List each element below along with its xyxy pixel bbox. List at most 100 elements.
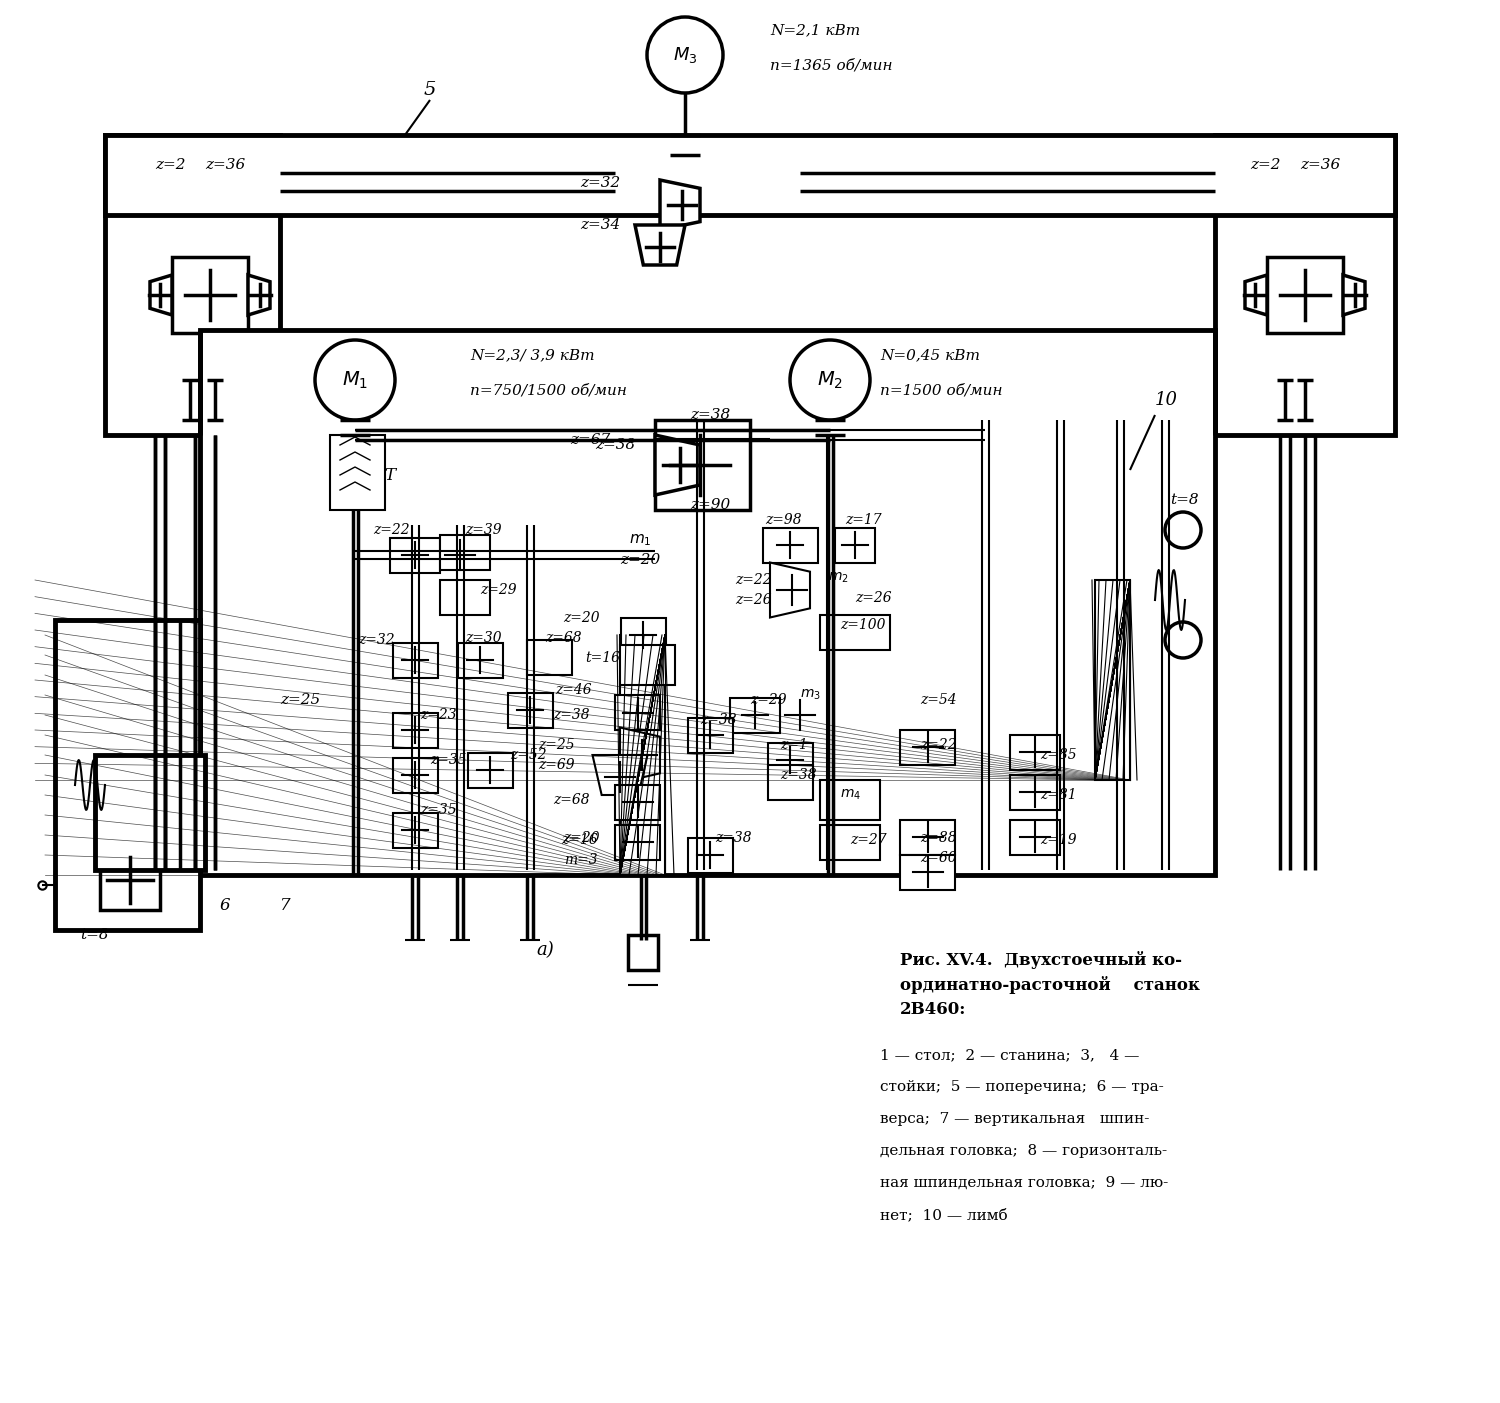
- Text: z=16: z=16: [561, 833, 598, 847]
- Circle shape: [646, 17, 723, 93]
- Bar: [687, 838, 732, 873]
- Text: t=8: t=8: [80, 927, 108, 941]
- Text: z=100: z=100: [840, 617, 885, 631]
- Bar: [330, 435, 386, 511]
- Bar: [1095, 579, 1130, 780]
- Text: z=22: z=22: [374, 523, 410, 537]
- Text: z=46: z=46: [555, 683, 591, 697]
- Text: дельная головка;  8 — горизонталь-: дельная головка; 8 — горизонталь-: [880, 1143, 1167, 1157]
- Bar: [821, 615, 890, 650]
- Bar: [620, 636, 664, 875]
- Circle shape: [790, 340, 870, 419]
- Text: 5: 5: [424, 81, 436, 100]
- Text: z=29: z=29: [480, 584, 516, 598]
- Text: z=20: z=20: [564, 610, 600, 624]
- Text: z=38: z=38: [554, 709, 590, 723]
- Text: п=1365 об/мин: п=1365 об/мин: [770, 58, 892, 72]
- Text: z=29: z=29: [750, 693, 786, 707]
- Bar: [393, 812, 438, 847]
- Text: z=23: z=23: [420, 709, 456, 723]
- Bar: [440, 535, 491, 570]
- Bar: [900, 730, 956, 765]
- Bar: [458, 643, 503, 678]
- Bar: [1010, 774, 1060, 810]
- Text: z=34: z=34: [580, 217, 620, 231]
- Text: $m_2$: $m_2$: [828, 571, 849, 585]
- Text: z=54: z=54: [920, 693, 957, 707]
- Bar: [1010, 819, 1060, 854]
- Text: z=22: z=22: [920, 738, 957, 752]
- Bar: [768, 742, 813, 777]
- Text: T: T: [384, 467, 396, 484]
- Text: z=39: z=39: [465, 523, 501, 537]
- Text: N=2,1 кВт: N=2,1 кВт: [770, 22, 861, 36]
- Bar: [900, 819, 956, 854]
- Text: z=2: z=2: [1250, 159, 1280, 173]
- Bar: [1215, 135, 1395, 435]
- Text: $m_3$: $m_3$: [800, 687, 820, 702]
- Text: m=3: m=3: [564, 853, 598, 867]
- Text: ординатно-расточной    станок: ординатно-расточной станок: [900, 976, 1200, 993]
- Text: стойки;  5 — поперечина;  6 — тра-: стойки; 5 — поперечина; 6 — тра-: [880, 1080, 1164, 1094]
- Bar: [620, 645, 675, 685]
- Text: п=750/1500 об/мин: п=750/1500 об/мин: [470, 383, 627, 397]
- Polygon shape: [592, 755, 648, 796]
- Text: z=17: z=17: [844, 513, 882, 528]
- Bar: [621, 617, 666, 652]
- Text: п=1500 об/мин: п=1500 об/мин: [880, 383, 1002, 397]
- Bar: [900, 854, 956, 890]
- Text: z=22: z=22: [735, 572, 771, 586]
- Bar: [687, 717, 732, 752]
- Text: z=38: z=38: [690, 408, 730, 422]
- Text: z=60: z=60: [920, 852, 957, 866]
- Text: z=32: z=32: [580, 175, 620, 189]
- Bar: [615, 825, 660, 860]
- Text: z=2: z=2: [154, 159, 186, 173]
- Bar: [821, 780, 880, 819]
- Text: 7: 7: [279, 897, 291, 913]
- Text: z=68: z=68: [544, 631, 582, 645]
- Text: $M_3$: $M_3$: [674, 45, 698, 65]
- Bar: [1010, 735, 1060, 770]
- Text: z=35: z=35: [430, 753, 466, 767]
- Polygon shape: [1245, 275, 1268, 316]
- Text: 6: 6: [219, 897, 231, 913]
- Circle shape: [315, 340, 394, 419]
- Bar: [393, 643, 438, 678]
- Text: N=0,45 кВт: N=0,45 кВт: [880, 348, 980, 362]
- Text: 1 — стол;  2 — станина;  3,   4 —: 1 — стол; 2 — станина; 3, 4 —: [880, 1048, 1140, 1062]
- Text: Рис. XV.4.  Двухстоечный ко-: Рис. XV.4. Двухстоечный ко-: [900, 951, 1182, 969]
- Text: z=81: z=81: [1040, 788, 1077, 803]
- Text: 10: 10: [1155, 391, 1178, 410]
- Bar: [393, 758, 438, 793]
- Text: z=25: z=25: [538, 738, 574, 752]
- Text: z=26: z=26: [735, 593, 771, 607]
- Text: z=36: z=36: [1300, 159, 1340, 173]
- Text: $m_4$: $m_4$: [840, 788, 861, 803]
- Bar: [836, 528, 874, 563]
- Bar: [100, 850, 160, 911]
- Text: $M_1$: $M_1$: [342, 369, 368, 390]
- Bar: [172, 257, 248, 333]
- Bar: [105, 135, 1395, 215]
- Text: z=38: z=38: [716, 831, 752, 845]
- Text: нет;  10 — лимб: нет; 10 — лимб: [880, 1208, 1008, 1222]
- Text: z=90: z=90: [690, 498, 730, 512]
- Bar: [393, 713, 438, 748]
- Text: z=32: z=32: [358, 633, 394, 647]
- Bar: [200, 330, 1215, 875]
- Text: z=19: z=19: [1040, 833, 1077, 847]
- Bar: [656, 419, 750, 511]
- Bar: [730, 697, 780, 732]
- Bar: [1268, 257, 1342, 333]
- Bar: [526, 640, 572, 675]
- Bar: [628, 934, 658, 969]
- Text: z=35: z=35: [420, 803, 456, 817]
- Text: z=85: z=85: [1040, 748, 1077, 762]
- Text: z=38: z=38: [596, 438, 636, 452]
- Polygon shape: [1342, 275, 1365, 316]
- Text: а): а): [536, 941, 554, 960]
- Text: z=52: z=52: [510, 748, 546, 762]
- Text: z=1: z=1: [780, 738, 808, 752]
- Circle shape: [1166, 622, 1202, 658]
